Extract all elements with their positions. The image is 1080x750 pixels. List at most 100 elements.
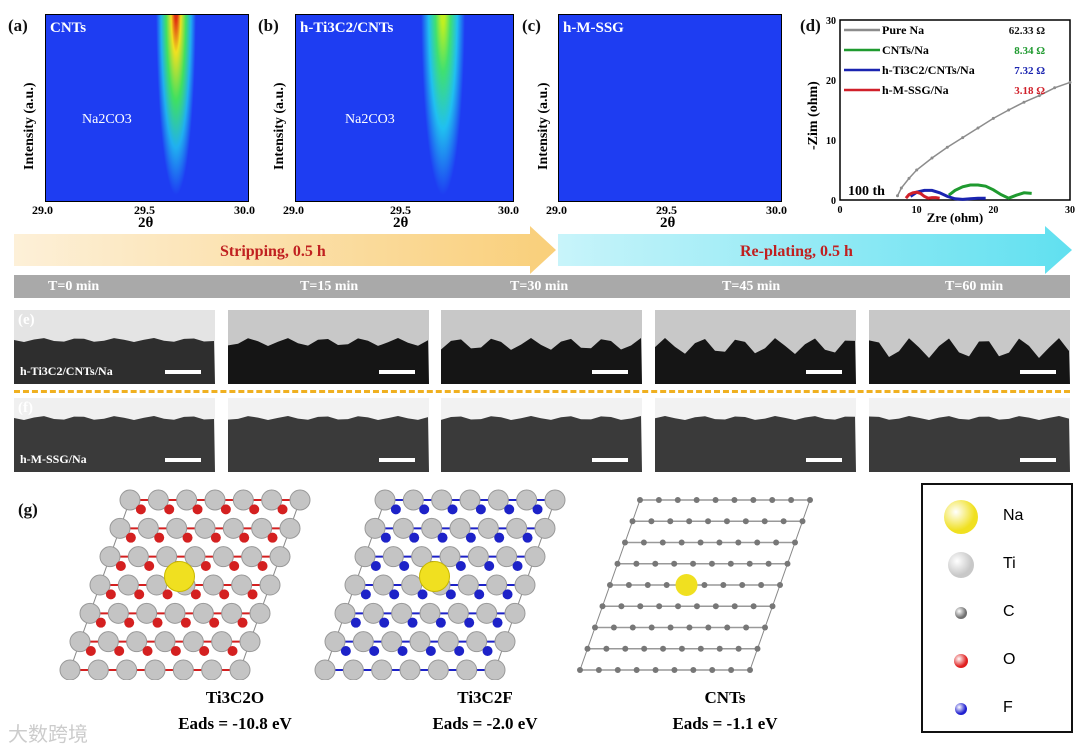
micrograph xyxy=(228,398,429,472)
titanium-atom xyxy=(127,546,149,568)
titanium-atom xyxy=(486,574,508,596)
data-point xyxy=(1068,80,1072,84)
scale-bar xyxy=(806,370,842,374)
termination-atom xyxy=(512,561,523,572)
termination-atom xyxy=(220,504,231,515)
tick: 29.0 xyxy=(32,203,53,217)
panel-f-label: (f) xyxy=(18,400,33,416)
xrd-heatmap-b xyxy=(295,14,514,202)
carbon-atom xyxy=(595,667,602,673)
carbon-atom xyxy=(769,497,776,503)
titanium-atom xyxy=(447,602,469,624)
carbon-atom xyxy=(640,539,647,546)
series-line-0 xyxy=(896,81,1071,197)
titanium-atom xyxy=(259,574,281,596)
termination-atom xyxy=(277,504,288,515)
carbon-atom xyxy=(788,497,795,503)
carbon-atom xyxy=(641,645,648,652)
legend-item-Ti: Ti xyxy=(923,545,1071,585)
termination-atom xyxy=(162,589,173,600)
data-point xyxy=(1037,94,1041,98)
termination-atom xyxy=(85,646,96,657)
termination-atom xyxy=(115,561,126,572)
cycle-note: 100 th xyxy=(848,184,885,199)
series-line-2 xyxy=(909,188,986,201)
data-point xyxy=(1022,100,1026,104)
data-point xyxy=(915,168,919,172)
titanium-atom xyxy=(484,659,506,680)
legend-item-F: F xyxy=(923,689,1071,729)
titanium-atom xyxy=(202,574,224,596)
titanium-atom xyxy=(494,631,516,653)
carbon-atom xyxy=(708,560,715,567)
termination-atom xyxy=(389,589,400,600)
titanium-atom xyxy=(381,631,403,653)
carbon-atom xyxy=(603,645,610,652)
panel-g-label: (g) xyxy=(18,500,38,519)
xlabel-c: 2θ xyxy=(660,215,676,231)
termination-atom xyxy=(237,617,248,628)
termination-atom xyxy=(370,561,381,572)
titanium-atom xyxy=(69,631,91,653)
titanium-atom xyxy=(212,546,234,568)
titanium-atom xyxy=(126,631,148,653)
titanium-atom xyxy=(391,602,413,624)
element-label: O xyxy=(1003,651,1016,668)
termination-atom xyxy=(180,617,191,628)
carbon-atom xyxy=(750,497,757,503)
termination-atom xyxy=(437,532,448,543)
xlabel-a: 2θ xyxy=(138,215,154,231)
legend-item-O: O xyxy=(923,641,1071,681)
peak-label-a: Na2CO3 xyxy=(82,112,132,127)
termination-atom xyxy=(425,646,436,657)
titanium-atom xyxy=(211,631,233,653)
termination-atom xyxy=(369,646,380,657)
structure-name: CNTs xyxy=(704,688,746,707)
titanium-atom xyxy=(467,546,489,568)
titanium-atom xyxy=(344,574,366,596)
termination-atom xyxy=(482,646,493,657)
titanium-atom xyxy=(89,574,111,596)
titanium-atom xyxy=(419,602,441,624)
data-point xyxy=(1007,108,1011,112)
data-point xyxy=(1053,86,1057,90)
termination-atom xyxy=(182,532,193,543)
titanium-atom xyxy=(109,517,131,539)
carbon-atom xyxy=(712,603,719,610)
ylabel-b: Intensity (a.u.) xyxy=(272,82,287,170)
termination-atom xyxy=(447,504,458,515)
time-label: T=30 min xyxy=(510,279,569,294)
termination-atom xyxy=(464,617,475,628)
termination-atom xyxy=(407,617,418,628)
carbon-atom xyxy=(660,645,667,652)
titanium-atom xyxy=(354,546,376,568)
titanium-atom xyxy=(229,659,251,680)
termination-atom xyxy=(95,617,106,628)
termination-atom xyxy=(210,532,221,543)
carbon-atom xyxy=(701,582,708,588)
carbon-atom xyxy=(724,624,731,631)
titanium-atom xyxy=(251,517,273,539)
titanium-atom xyxy=(249,602,271,624)
scale-bar xyxy=(806,458,842,462)
titanium-atom xyxy=(144,659,166,680)
carbon-atom xyxy=(720,582,727,588)
carbon-atom xyxy=(686,624,693,631)
termination-atom xyxy=(239,532,250,543)
x-tick-label: 10 xyxy=(912,205,922,216)
crystal-structures xyxy=(59,489,813,680)
carbon-atom xyxy=(690,667,697,673)
termination-atom xyxy=(199,646,210,657)
titanium-atom xyxy=(99,546,121,568)
data-point xyxy=(899,186,903,190)
termination-atom xyxy=(164,504,175,515)
termination-atom xyxy=(114,646,125,657)
titanium-atom xyxy=(324,631,346,653)
carbon-atom xyxy=(780,518,787,525)
micrograph xyxy=(441,398,642,472)
tick: 29.0 xyxy=(283,203,304,217)
carbon-atom xyxy=(667,624,674,631)
titanium-atom xyxy=(506,517,528,539)
divider-dashed xyxy=(14,390,1070,393)
structure-name: Ti3C2F xyxy=(457,688,513,707)
